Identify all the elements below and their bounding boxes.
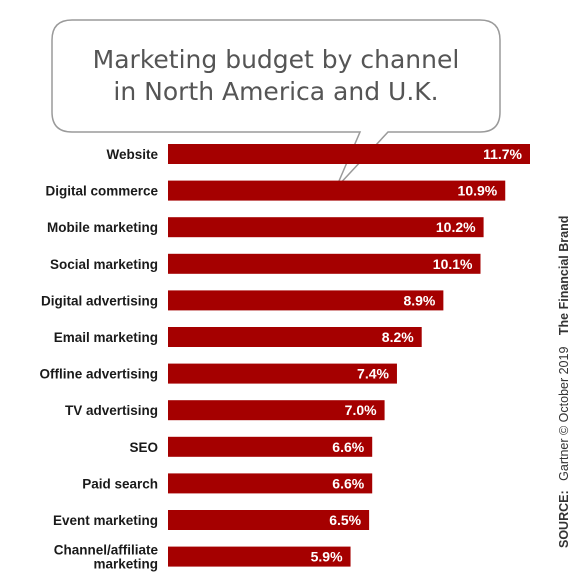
value-label-9: 6.6% [332, 475, 364, 491]
bar-1 [168, 180, 506, 201]
source-credit: SOURCE: Gartner © October 2019 The Finan… [557, 216, 571, 548]
source-label: SOURCE: [557, 490, 571, 548]
value-label-3: 10.1% [433, 256, 473, 272]
category-label-9: Paid search [82, 476, 158, 491]
bar-6 [168, 363, 397, 384]
value-label-8: 6.6% [332, 439, 364, 455]
category-label-8: SEO [129, 440, 158, 455]
category-label-4: Digital advertising [41, 293, 158, 308]
chart-title-line-1: Marketing budget by channel [93, 45, 460, 74]
value-label-4: 8.9% [403, 292, 435, 308]
bar-0 [168, 144, 530, 164]
value-label-7: 7.0% [345, 402, 377, 418]
category-label-3: Social marketing [50, 257, 158, 272]
svg-text:SOURCE: Gartner © Octobe: SOURCE: Gartner © October 2019 The Finan… [557, 216, 571, 548]
bar-10 [168, 510, 370, 530]
bar-7 [168, 400, 385, 421]
value-label-2: 10.2% [436, 219, 476, 235]
category-label-11: Channel/affiliate marketing [54, 543, 159, 572]
source-brand: The Financial Brand [557, 216, 571, 335]
value-label-5: 8.2% [382, 329, 414, 345]
category-label-7: TV advertising [65, 403, 158, 418]
bar-series: 11.7% Website 10.9% Digital commerce 10.2% Mo… [39, 144, 530, 572]
category-label-10: Event marketing [53, 513, 158, 528]
bar-4 [168, 290, 444, 311]
value-label-11: 5.9% [311, 549, 343, 565]
category-label-2: Mobile marketing [47, 220, 158, 235]
bar-8 [168, 436, 373, 457]
bar-3 [168, 253, 481, 274]
value-label-1: 10.9% [458, 183, 498, 199]
category-label-6: Offline advertising [39, 367, 158, 382]
value-label-10: 6.5% [329, 512, 361, 528]
source-text: Gartner © October 2019 [557, 347, 571, 481]
category-label-1: Digital commerce [45, 184, 158, 199]
category-label-5: Email marketing [54, 330, 158, 345]
category-label-0: Website [106, 147, 158, 162]
value-label-0: 11.7% [483, 146, 522, 162]
bar-5 [168, 327, 422, 347]
bar-9 [168, 473, 373, 494]
chart-title-line-2: in North America and U.K. [113, 77, 438, 106]
bar-2 [168, 217, 484, 238]
value-label-6: 7.4% [357, 366, 389, 382]
title-callout: Marketing budget by channel in North Ame… [51, 19, 501, 189]
bar-11 [168, 546, 351, 567]
